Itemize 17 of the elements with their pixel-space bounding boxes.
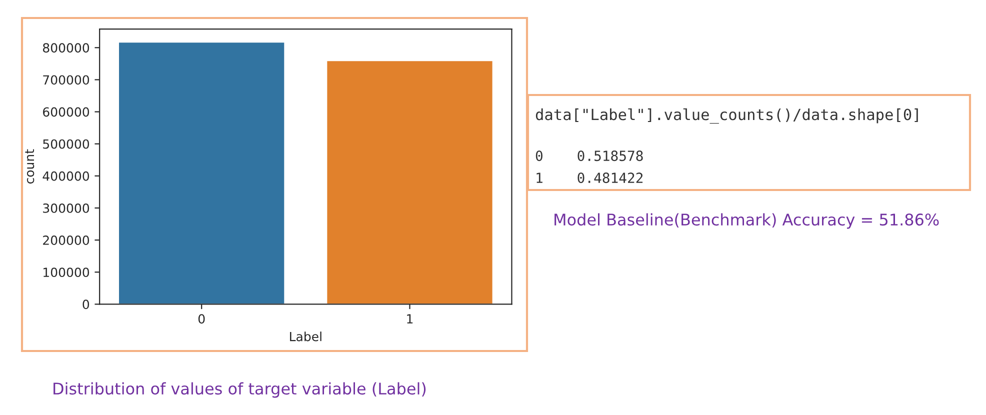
x-tick-label: 1 — [407, 314, 413, 324]
y-axis-title: count — [25, 149, 34, 184]
text: Distribution of values of target variable (Label) — [54, 382, 426, 398]
y-tick-label: 100000 — [44, 268, 90, 278]
y-tick-label: 600000 — [43, 107, 90, 117]
y-tick-label: 200000 — [43, 236, 90, 245]
text: Model Baseline(Benchmark) Accuracy = 51.86% — [554, 213, 939, 229]
text: 0 0.518578 — [536, 150, 643, 162]
y-tick-label: 700000 — [43, 75, 90, 85]
y-tick-label: 800000 — [42, 43, 90, 53]
y-tick-label: 0 — [82, 300, 90, 310]
y-tick-label: 300000 — [43, 203, 90, 213]
text: 1 0.481422 — [536, 172, 643, 184]
y-tick-label: 400000 — [42, 171, 90, 181]
y-tick-label: 500000 — [43, 139, 90, 149]
x-axis-title: Label — [290, 332, 322, 342]
text: data["Label"].value_counts()/data.shape[0] — [536, 108, 918, 124]
